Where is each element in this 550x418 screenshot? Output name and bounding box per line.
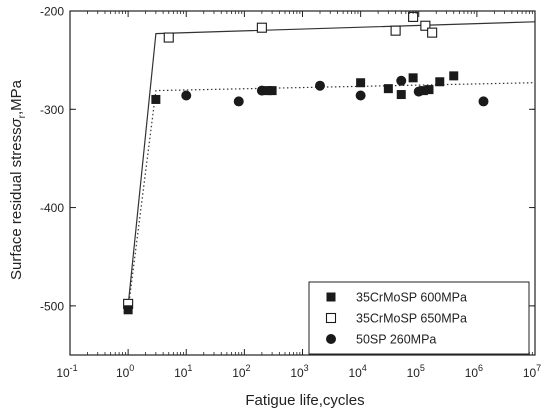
x-tick-label: 107	[523, 363, 541, 380]
legend: 35CrMoSP 600MPa 35CrMoSP 650MPa 50SP 260MP…	[308, 281, 530, 355]
data-point	[420, 20, 431, 31]
data-point	[383, 84, 393, 94]
x-tick-label: 10-1	[56, 363, 77, 380]
data-point	[424, 85, 434, 95]
y-axis-title: Surface residual stressσr,MPa	[8, 79, 28, 280]
data-point	[267, 86, 277, 96]
legend-box	[308, 281, 530, 355]
y-tick-label: -200	[40, 5, 64, 19]
data-point	[151, 94, 161, 104]
data-point	[256, 85, 267, 96]
data-point	[427, 27, 438, 38]
data-point	[396, 75, 407, 86]
x-tick-label: 100	[116, 363, 134, 380]
data-point	[396, 90, 406, 100]
x-tick-label: 103	[290, 363, 308, 380]
data-point	[478, 96, 489, 107]
legend-marker	[326, 292, 336, 302]
legend-marker	[326, 334, 336, 344]
data-point	[256, 22, 267, 33]
x-axis: 10-1 100 101 102 103 104 105 106 107	[56, 11, 541, 380]
y-tick-label: -400	[40, 201, 64, 215]
data-point	[123, 305, 133, 315]
data-point	[314, 80, 325, 91]
data-point	[356, 78, 366, 88]
trend-line-dotted	[127, 82, 536, 310]
legend-label: 50SP 260MPa	[356, 333, 436, 347]
data-point	[408, 73, 418, 83]
data-point	[413, 86, 424, 97]
x-tick-label: 106	[465, 363, 483, 380]
legend-label: 35CrMoSP 650MPa	[356, 312, 467, 326]
data-point	[263, 86, 273, 96]
data-point	[355, 90, 366, 101]
trend-lines	[127, 21, 536, 310]
x-tick-label: 105	[407, 363, 425, 380]
data-point	[435, 77, 445, 87]
y-tick-label: -300	[40, 103, 64, 117]
data-point	[390, 25, 401, 36]
data-point	[233, 96, 244, 107]
x-tick-label: 101	[174, 363, 192, 380]
trend-line-solid	[127, 21, 536, 306]
x-tick-label: 102	[232, 363, 250, 380]
x-tick-label: 104	[348, 363, 366, 380]
legend-label: 35CrMoSP 600MPa	[356, 291, 467, 305]
y-tick-label: -500	[40, 299, 64, 313]
data-point	[181, 90, 192, 101]
data-point	[449, 71, 459, 81]
x-axis-title: Fatigue life,cycles	[245, 392, 364, 409]
data-point	[163, 32, 174, 43]
legend-marker	[325, 312, 337, 324]
y-axis: -200 -300 -400 -500	[40, 5, 535, 313]
data-points	[123, 11, 489, 315]
